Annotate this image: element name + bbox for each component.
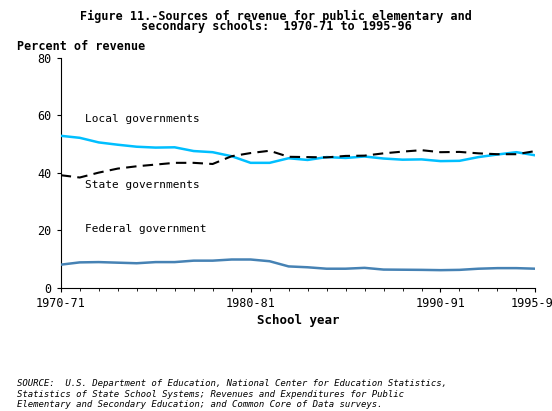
Text: State governments: State governments (86, 180, 200, 190)
Text: Percent of revenue: Percent of revenue (17, 39, 145, 53)
X-axis label: School year: School year (257, 314, 339, 327)
Text: Figure 11.-Sources of revenue for public elementary and: Figure 11.-Sources of revenue for public… (80, 10, 472, 23)
Text: secondary schools:  1970-71 to 1995-96: secondary schools: 1970-71 to 1995-96 (141, 20, 411, 33)
Text: Federal government: Federal government (86, 224, 207, 233)
Text: Local governments: Local governments (86, 114, 200, 124)
Text: SOURCE:  U.S. Department of Education, National Center for Education Statistics,: SOURCE: U.S. Department of Education, Na… (17, 379, 447, 409)
